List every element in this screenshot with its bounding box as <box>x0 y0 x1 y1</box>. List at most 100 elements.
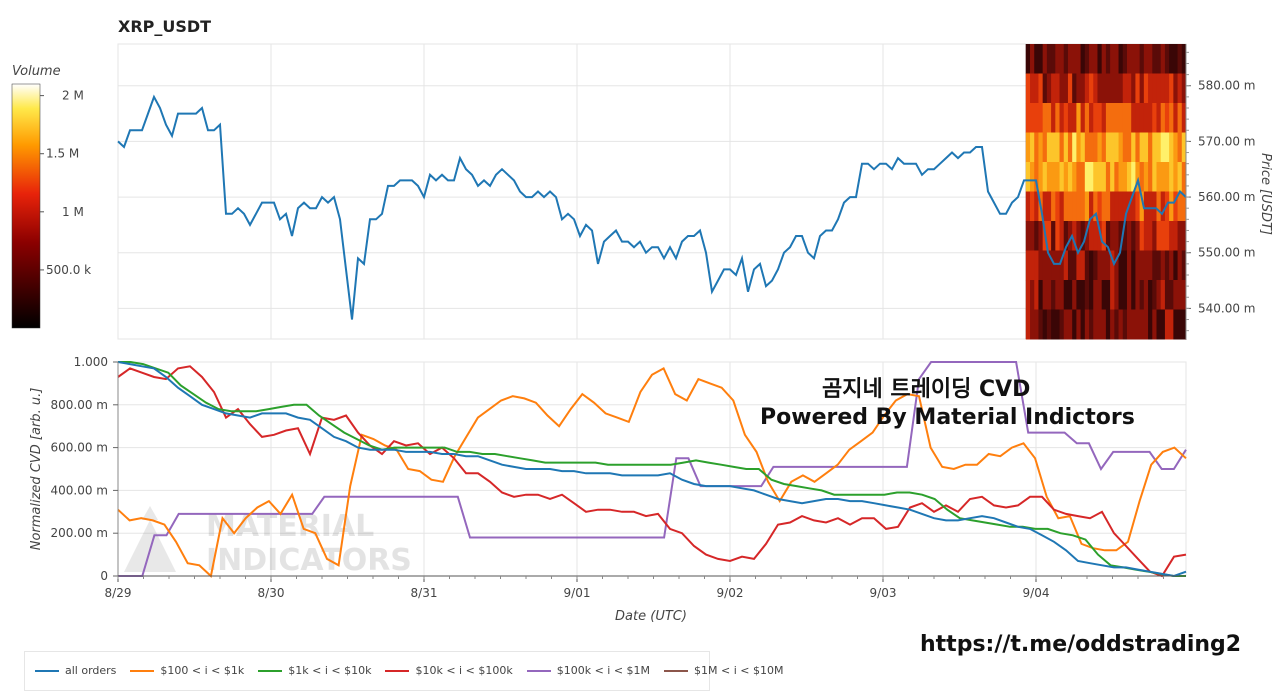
heatmap-cell <box>1072 103 1077 133</box>
heatmap-cell <box>1089 309 1094 340</box>
heatmap-cell <box>1122 132 1128 163</box>
heatmap-cell <box>1148 132 1153 163</box>
legend-item[interactable]: $100 < i < $1k <box>130 664 244 677</box>
heatmap-cell <box>1152 191 1157 222</box>
chart-title: XRP_USDT <box>118 17 212 36</box>
heatmap-cell <box>1051 250 1056 281</box>
heatmap-cell <box>1169 280 1174 310</box>
heatmap-cell <box>1173 103 1179 133</box>
heatmap-cell <box>1143 309 1149 340</box>
heatmap-cell <box>1076 309 1082 340</box>
legend-item[interactable]: $100k < i < $1M <box>526 664 650 677</box>
heatmap-cell <box>1046 44 1052 74</box>
heatmap-cell <box>1173 162 1179 192</box>
heatmap-cell <box>1126 309 1132 340</box>
heatmap-cell <box>1038 162 1044 192</box>
heatmap-cell <box>1063 73 1069 104</box>
heatmap-cell <box>1139 162 1145 192</box>
legend-item[interactable]: $10k < i < $100k <box>385 664 513 677</box>
legend-swatch <box>385 669 410 672</box>
heatmap-cell <box>1097 250 1103 281</box>
heatmap-cell <box>1169 132 1174 163</box>
heatmap-cell <box>1038 44 1044 74</box>
heatmap-cell <box>1097 103 1103 133</box>
legend-item[interactable]: $1k < i < $10k <box>258 664 371 677</box>
heatmap-cell <box>1097 162 1103 192</box>
heatmap-cell <box>1110 250 1115 281</box>
heatmap-cell <box>1177 162 1183 192</box>
heatmap-cell <box>1131 280 1136 310</box>
heatmap-cell <box>1072 132 1077 163</box>
legend-item[interactable]: $1M < i < $10M <box>664 664 783 677</box>
heatmap-cell <box>1114 103 1120 133</box>
heatmap-cell <box>1110 221 1115 251</box>
heatmap-cell <box>1030 103 1035 133</box>
heatmap-cell <box>1135 280 1141 310</box>
heatmap-cell <box>1152 221 1157 251</box>
heatmap-cell <box>1093 162 1098 192</box>
heatmap-cell <box>1118 191 1124 222</box>
heatmap-cell <box>1110 280 1115 310</box>
heatmap-cell <box>1143 191 1149 222</box>
heatmap-cell <box>1110 73 1115 104</box>
heatmap-cell <box>1038 132 1044 163</box>
heatmap-cell <box>1152 132 1157 163</box>
heatmap-cell <box>1160 309 1166 340</box>
legend-item[interactable]: all orders <box>35 664 116 677</box>
heatmap-cell <box>1030 73 1035 104</box>
x-tick-label: 8/31 <box>411 586 438 600</box>
heatmap-cell <box>1131 44 1136 74</box>
heatmap-cell <box>1059 73 1065 104</box>
heatmap-cell <box>1025 132 1031 163</box>
heatmap-cell <box>1089 132 1094 163</box>
heatmap-cell <box>1143 44 1149 74</box>
heatmap-cell <box>1131 309 1136 340</box>
heatmap-cell <box>1148 221 1153 251</box>
heatmap-cell <box>1097 280 1103 310</box>
colorbar-tick-label: 2 M <box>62 89 84 103</box>
heatmap-cell <box>1084 162 1090 192</box>
heatmap-cell <box>1135 132 1141 163</box>
telegram-link[interactable]: https://t.me/oddstrading2 <box>920 632 1242 657</box>
heatmap-cell <box>1131 162 1136 192</box>
heatmap-cell <box>1114 132 1120 163</box>
heatmap-cell <box>1063 132 1069 163</box>
heatmap-cell <box>1093 309 1098 340</box>
heatmap-cell <box>1126 103 1132 133</box>
heatmap-cell <box>1101 44 1107 74</box>
heatmap-cell <box>1105 162 1111 192</box>
heatmap-cell <box>1038 250 1044 281</box>
heatmap-cell <box>1131 250 1136 281</box>
heatmap-cell <box>1025 250 1031 281</box>
heatmap-cell <box>1042 73 1048 104</box>
heatmap-cell <box>1164 250 1170 281</box>
heatmap-cell <box>1097 73 1103 104</box>
heatmap-cell <box>1126 162 1132 192</box>
heatmap-cell <box>1072 162 1077 192</box>
heatmap-cell <box>1126 250 1132 281</box>
heatmap-cell <box>1156 44 1162 74</box>
cvd-tick-label: 800.00 m <box>51 398 109 412</box>
heatmap-cell <box>1152 250 1157 281</box>
heatmap-cell <box>1177 309 1183 340</box>
heatmap-cell <box>1080 73 1086 104</box>
heatmap-cell <box>1164 44 1170 74</box>
heatmap-cell <box>1034 221 1039 251</box>
heatmap-cell <box>1051 309 1056 340</box>
x-tick-label: 9/02 <box>717 586 744 600</box>
heatmap-cell <box>1038 73 1044 104</box>
heatmap-cell <box>1139 103 1145 133</box>
heatmap-cell <box>1135 309 1141 340</box>
heatmap-cell <box>1164 191 1170 222</box>
heatmap-cell <box>1177 44 1183 74</box>
heatmap-cell <box>1084 44 1090 74</box>
heatmap-cell <box>1030 250 1035 281</box>
heatmap-cell <box>1084 191 1090 222</box>
heatmap-cell <box>1072 191 1077 222</box>
heatmap-cell <box>1055 132 1061 163</box>
heatmap-cell <box>1067 191 1073 222</box>
price-tick-label: 560.00 m <box>1198 190 1256 204</box>
heatmap-cell <box>1160 162 1166 192</box>
heatmap-cell <box>1139 73 1145 104</box>
